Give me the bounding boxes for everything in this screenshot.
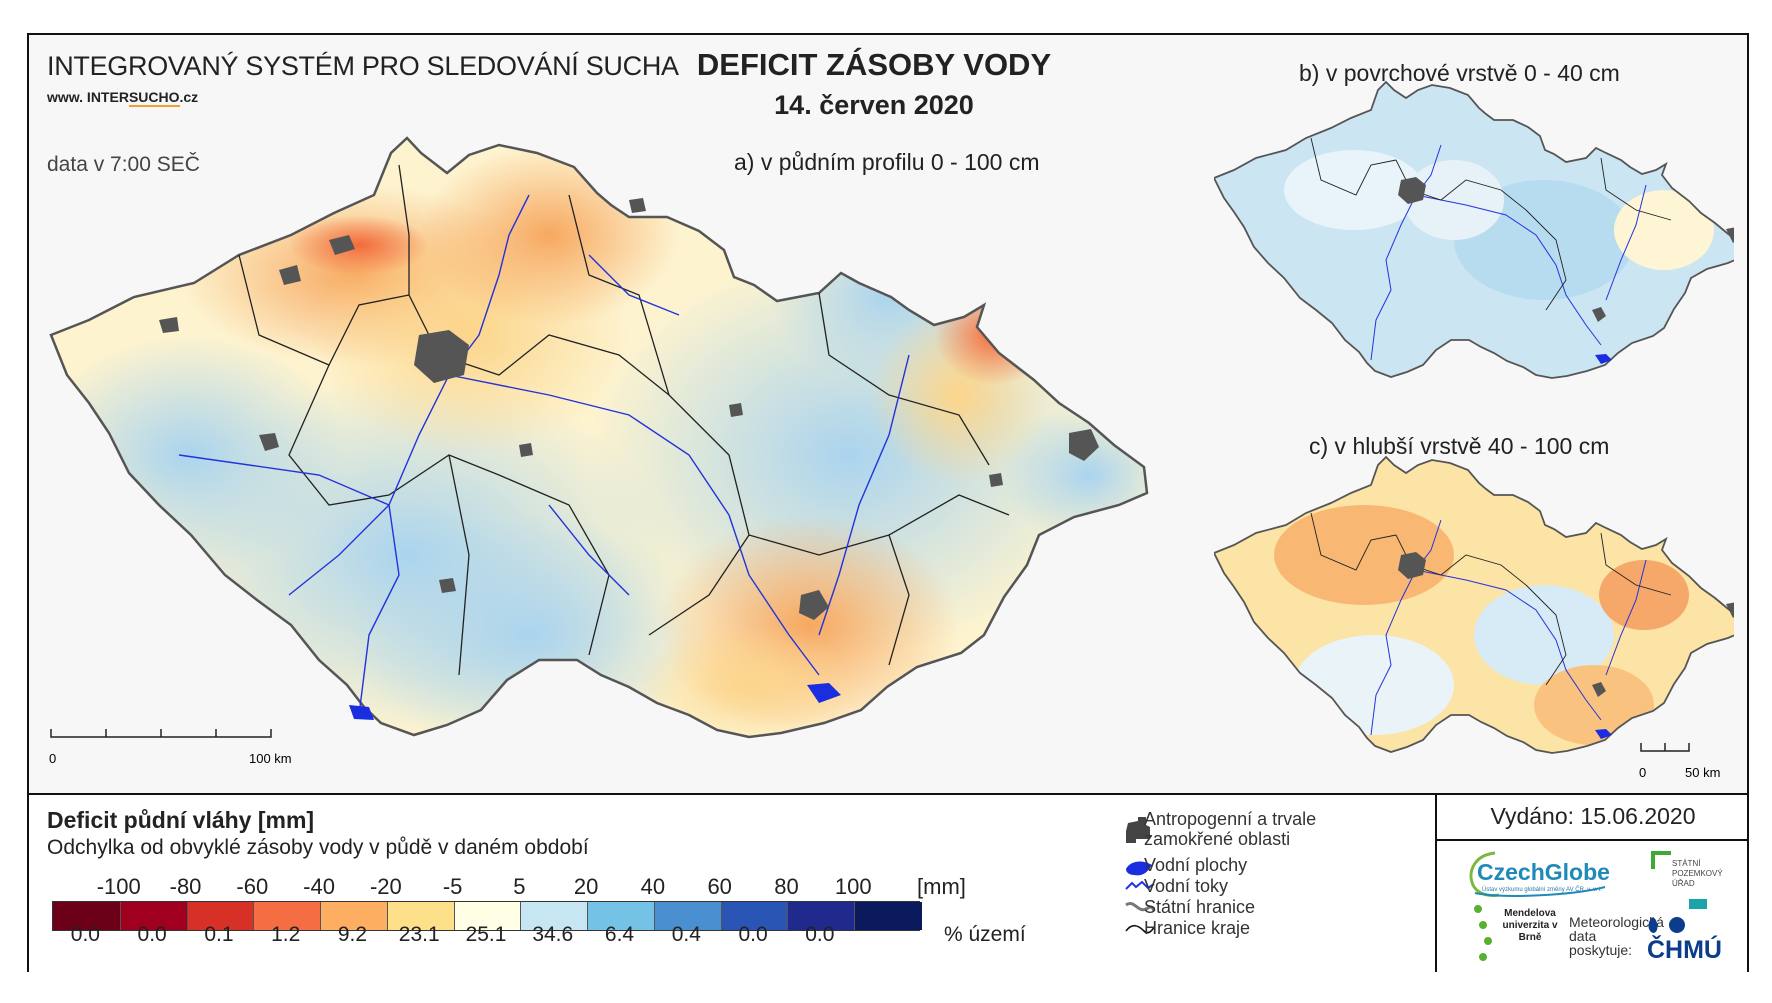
legend-percent-label: 0.0 xyxy=(137,923,167,946)
urban-areas-a xyxy=(159,198,1099,620)
map-a-label: a) v půdním profilu 0 - 100 cm xyxy=(734,149,1040,175)
map-b-label: b) v povrchové vrstvě 0 - 40 cm xyxy=(1299,60,1620,86)
water-area-a xyxy=(807,683,841,703)
legend-swatch xyxy=(186,902,255,930)
legend-tick-label: -5 xyxy=(442,874,463,899)
mendel-logo-icon xyxy=(1474,905,1492,961)
legend-swatch xyxy=(653,902,723,930)
drought-raster-a xyxy=(51,138,1147,737)
region-borders-a xyxy=(238,164,1010,676)
legend-tick-label: -100 xyxy=(96,874,141,899)
legend-swatch xyxy=(587,902,656,930)
issued-date: Vydáno: 15.06.2020 xyxy=(1490,803,1696,829)
czechglobe-logo-icon xyxy=(1469,851,1606,897)
symbol-state-border-label: Státní hranice xyxy=(1144,897,1256,917)
legend-swatch xyxy=(119,902,189,930)
urban-area-icon xyxy=(1126,817,1150,843)
legend-percent-unit: % území xyxy=(944,923,1026,946)
legend-percent-label: 6.4 xyxy=(604,923,635,946)
legend-tick-label: 60 xyxy=(707,874,732,899)
legend-swatch xyxy=(53,902,121,930)
legend-percent-label: 25.1 xyxy=(465,923,507,946)
spu-logo: STÁTNÍ POZEMKOVÝ ÚŘAD xyxy=(1672,859,1723,888)
logos-box: CzechGlobe Ústav výzkumu globální změny … xyxy=(1435,841,1749,972)
legend-swatch xyxy=(787,902,856,930)
symbol-water-areas-label: Vodní plochy xyxy=(1144,855,1248,875)
scale-main-zero: 0 xyxy=(49,751,56,766)
legend-swatch xyxy=(720,902,789,930)
legend-tick-label: -40 xyxy=(303,874,335,899)
website-highlight: SUCHO xyxy=(128,89,180,107)
legend-subtitle: Odchylka od obvyklé zásoby vody v půdě v… xyxy=(47,836,589,859)
legend-tick-label: 20 xyxy=(573,874,599,899)
spu-logo-icon xyxy=(1651,851,1671,869)
water-area-a2 xyxy=(349,705,374,720)
scale-small-end: 50 km xyxy=(1685,765,1720,780)
map-frame: INTEGROVANÝ SYSTÉM PRO SLEDOVÁNÍ SUCHA w… xyxy=(27,33,1749,972)
legend-percent-label: 9.2 xyxy=(337,923,368,946)
legend-tick-label: 5 xyxy=(513,874,526,899)
legend-percent-label: 1.2 xyxy=(271,923,301,946)
symbol-rivers-label: Vodní toky xyxy=(1144,876,1229,896)
state-border-icon xyxy=(1125,902,1156,912)
legend-tick-label: 100 xyxy=(834,874,872,899)
system-title: INTEGROVANÝ SYSTÉM PRO SLEDOVÁNÍ SUCHA xyxy=(47,51,679,81)
website-prefix: www. INTER xyxy=(47,89,129,105)
main-date: 14. červen 2020 xyxy=(774,90,974,120)
legend-swatch xyxy=(854,902,923,930)
website-link[interactable]: www. INTERSUCHO.cz xyxy=(47,89,199,107)
legend-swatch xyxy=(453,902,522,930)
map-c xyxy=(1214,455,1734,754)
symbol-region-border-label: Hranice kraje xyxy=(1144,918,1251,938)
map-b xyxy=(1214,80,1734,379)
legend-tick-label: -20 xyxy=(369,874,402,899)
issued-box: Vydáno: 15.06.2020 xyxy=(1435,795,1749,841)
map-c-label: c) v hlubší vrstvě 40 - 100 cm xyxy=(1309,433,1610,459)
data-time: data v 7:00 SEČ xyxy=(47,153,200,176)
legend-percent-label: 0.0 xyxy=(70,923,100,946)
legend-percent-label: 0.4 xyxy=(671,923,701,946)
chmu-logo: ČHMÚ xyxy=(1647,936,1722,964)
legend-percent-label: 0.1 xyxy=(204,923,234,946)
legend-swatch xyxy=(386,902,456,930)
legend-tick-label: 40 xyxy=(640,874,666,899)
state-border-a xyxy=(49,136,1149,739)
website-suffix: .cz xyxy=(179,89,199,105)
legend-unit: [mm] xyxy=(917,874,966,899)
czechglobe-logo: CzechGlobe xyxy=(1477,859,1610,885)
water-area-icon xyxy=(1126,861,1152,876)
legend-percent-label: 34.6 xyxy=(532,923,574,946)
legend-colorbar xyxy=(52,901,923,931)
legend-swatch xyxy=(253,902,322,930)
mendel-logo: Mendelova univerzita v Brně xyxy=(1502,908,1558,943)
legend-title: Deficit půdní vláhy [mm] xyxy=(47,807,315,833)
river-icon xyxy=(1125,880,1155,890)
meteo-data-label: Meteorologická data poskytuje: xyxy=(1569,914,1664,958)
legend-percent-label: 0.0 xyxy=(805,923,835,946)
region-border-icon xyxy=(1125,924,1155,934)
legend-tick-label: -60 xyxy=(236,874,269,899)
scale-bar-main: 0 100 km xyxy=(49,729,292,766)
legend-swatch xyxy=(320,902,389,930)
scale-main-end: 100 km xyxy=(249,751,292,766)
legend-percent-label: 23.1 xyxy=(398,923,440,946)
scale-bar-small: 0 50 km xyxy=(1639,743,1720,780)
czechglobe-subtitle: Ústav výzkumu globální změny AV ČR, v. v… xyxy=(1482,887,1603,893)
legend-tick-label: 80 xyxy=(774,874,799,899)
legend-panel: Deficit půdní vláhy [mm] Odchylka od obv… xyxy=(29,793,1749,972)
legend-tick-label: -80 xyxy=(169,874,202,899)
legend-swatch xyxy=(520,902,589,930)
chmu-logo-icon xyxy=(1648,899,1707,933)
main-title: DEFICIT ZÁSOBY VODY xyxy=(696,47,1052,82)
scale-small-zero: 0 xyxy=(1639,765,1646,780)
symbol-urban-label: Antropogenní a trvale zamokřené oblasti xyxy=(1144,809,1317,849)
legend-percent-label: 0.0 xyxy=(738,923,768,946)
rivers-a xyxy=(178,194,910,716)
map-a xyxy=(49,136,1149,739)
